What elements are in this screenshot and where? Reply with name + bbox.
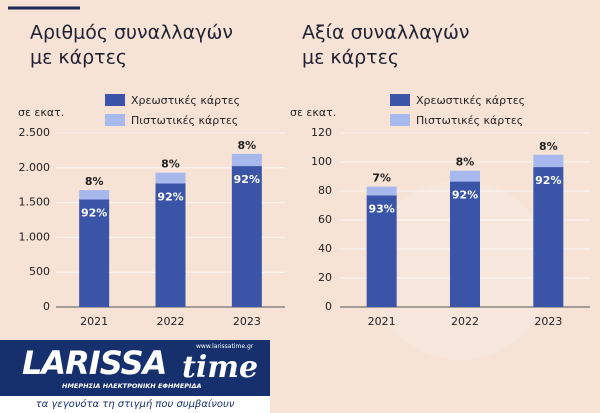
unit-label: σε εκατ. xyxy=(290,106,336,119)
bar-segment xyxy=(231,153,262,167)
y-tick-label: 2.500 xyxy=(19,126,51,139)
bar-label: 92% xyxy=(452,189,478,202)
y-tick-label: 0 xyxy=(43,300,50,313)
unit-label: σε εκατ. xyxy=(18,106,64,119)
legend-swatch xyxy=(390,94,410,106)
logo-subtitle: ΗΜΕΡΗΣΙΑ ΗΛΕΚΤΡΟΝΙΚΗ ΕΦΗΜΕΡΙΔΑ xyxy=(62,382,202,390)
bar-label: 92% xyxy=(81,206,107,219)
bar-label: 93% xyxy=(368,202,394,215)
chart-title: Αριθμός συναλλαγών xyxy=(30,22,233,44)
legend-swatch xyxy=(105,114,125,126)
bar-segment xyxy=(366,195,397,307)
logo-name: LARISSA xyxy=(22,344,167,382)
y-tick-label: 120 xyxy=(311,126,332,139)
y-tick-label: 80 xyxy=(318,184,332,197)
y-tick-label: 60 xyxy=(318,213,332,226)
bar-segment xyxy=(79,199,110,307)
logo: LARISSA time www.larissatime.gr ΗΜΕΡΗΣΙΑ… xyxy=(0,340,270,413)
y-tick-label: 100 xyxy=(311,155,332,168)
bar-label: 8% xyxy=(85,175,104,188)
y-tick-label: 500 xyxy=(29,265,50,278)
bar-segment xyxy=(366,186,397,196)
legend-label: Πιστωτικές κάρτες xyxy=(131,114,238,127)
x-tick-label: 2022 xyxy=(451,315,479,328)
bar-segment xyxy=(450,170,480,182)
bar-label: 7% xyxy=(372,172,391,185)
bar-segment xyxy=(155,183,186,307)
chart-title: με κάρτες xyxy=(302,47,399,69)
bar-segment xyxy=(533,154,564,168)
y-tick-label: 40 xyxy=(318,242,332,255)
bar-label: 8% xyxy=(237,139,256,152)
x-tick-label: 2023 xyxy=(534,315,562,328)
x-tick-label: 2022 xyxy=(157,315,185,328)
bar-segment xyxy=(533,167,564,307)
legend-label: Χρεωστικές κάρτες xyxy=(131,94,240,107)
bar-label: 92% xyxy=(234,173,260,186)
x-tick-label: 2023 xyxy=(233,315,261,328)
bar-segment xyxy=(155,172,186,184)
chart-title: Αξία συναλλαγών xyxy=(302,22,470,44)
y-tick-label: 20 xyxy=(318,271,332,284)
y-tick-label: 0 xyxy=(325,300,332,313)
x-tick-label: 2021 xyxy=(368,315,396,328)
bar-segment xyxy=(79,190,110,200)
bar-segment xyxy=(450,181,480,307)
chart-title: με κάρτες xyxy=(30,47,127,69)
bar-segment xyxy=(231,166,262,307)
legend-swatch xyxy=(390,114,410,126)
y-tick-label: 1.000 xyxy=(19,230,51,243)
bar-label: 8% xyxy=(539,140,558,153)
logo-url: www.larissatime.gr xyxy=(196,343,254,350)
logo-slogan: τα γεγονότα τη στιγμή που συμβαίνουν xyxy=(0,396,270,413)
bar-label: 92% xyxy=(535,174,561,187)
legend-label: Πιστωτικές κάρτες xyxy=(416,114,523,127)
x-tick-label: 2021 xyxy=(80,315,108,328)
legend-label: Χρεωστικές κάρτες xyxy=(416,94,525,107)
bar-label: 8% xyxy=(161,158,180,171)
y-tick-label: 1.500 xyxy=(19,196,51,209)
legend-swatch xyxy=(105,94,125,106)
bar-label: 92% xyxy=(157,190,183,203)
logo-name: time xyxy=(182,350,259,385)
y-tick-label: 2.000 xyxy=(19,161,51,174)
bar-label: 8% xyxy=(456,156,475,169)
